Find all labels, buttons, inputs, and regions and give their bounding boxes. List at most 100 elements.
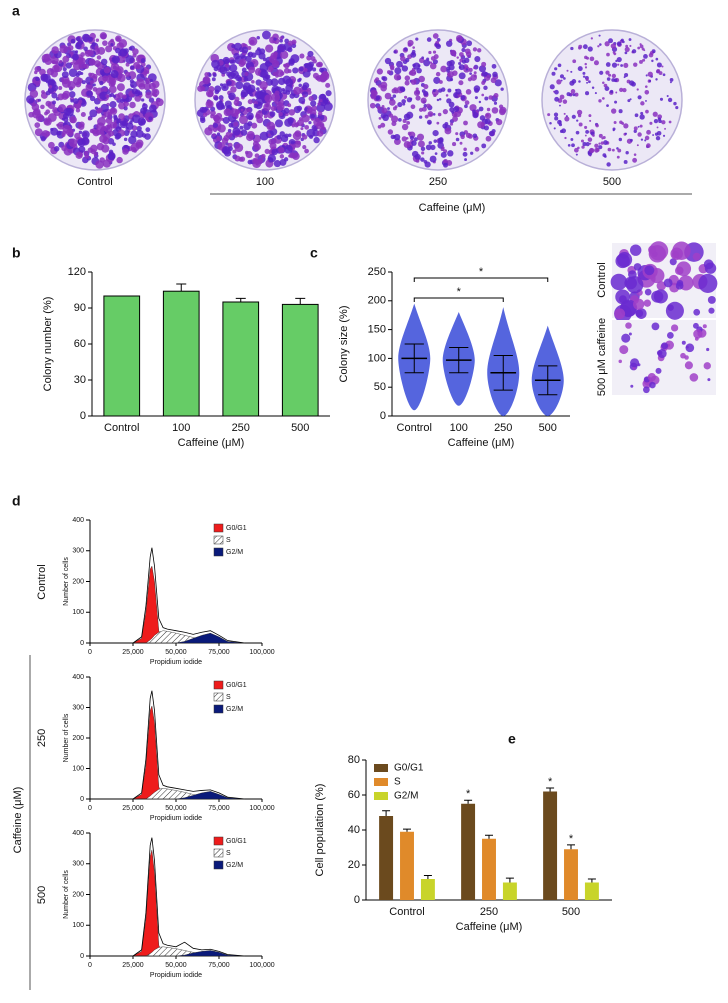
colony — [437, 112, 442, 117]
colony — [94, 106, 99, 110]
colony — [72, 53, 79, 61]
colony — [585, 142, 590, 147]
colony — [102, 159, 112, 168]
group-label: Caffeine (μM) — [12, 787, 24, 854]
colony — [402, 102, 406, 106]
colony — [644, 265, 655, 276]
colony — [491, 107, 499, 114]
colony — [444, 127, 452, 135]
colony — [585, 77, 589, 82]
colony — [598, 34, 601, 37]
colony — [598, 142, 601, 145]
colony — [591, 86, 595, 90]
colony — [250, 52, 257, 58]
colony — [200, 86, 206, 92]
colony — [649, 121, 653, 125]
bar — [543, 791, 558, 900]
colony — [481, 93, 485, 97]
colony — [606, 77, 611, 81]
colony — [280, 134, 289, 143]
panel-label: d — [12, 493, 21, 509]
x-tick-label: 100,000 — [249, 649, 274, 656]
colony — [430, 144, 436, 151]
colony — [258, 52, 266, 60]
colony — [578, 122, 583, 127]
colony — [588, 148, 594, 153]
colony — [498, 108, 506, 116]
colony — [302, 94, 306, 98]
colony — [115, 35, 122, 43]
colony — [589, 56, 595, 62]
colony — [149, 104, 157, 113]
colony — [631, 49, 637, 54]
colony — [554, 116, 559, 121]
phase-area — [132, 705, 245, 800]
colony — [450, 78, 454, 82]
colony — [584, 66, 588, 69]
colony — [243, 76, 249, 82]
colony — [662, 73, 666, 77]
colony — [599, 43, 602, 46]
colony — [410, 104, 416, 110]
colony — [268, 157, 274, 163]
colony — [225, 131, 233, 139]
colony — [276, 102, 285, 111]
colony — [581, 145, 585, 149]
colony — [667, 304, 674, 311]
colony — [107, 152, 116, 160]
colony — [273, 37, 277, 41]
significance-label: * — [569, 833, 574, 845]
colony — [239, 156, 246, 162]
colony — [577, 146, 580, 150]
colony — [149, 78, 153, 83]
colony — [129, 101, 136, 109]
colony — [51, 46, 59, 54]
colony — [382, 114, 389, 122]
legend-swatch — [374, 778, 388, 786]
colony — [269, 111, 276, 117]
row-label: 500 — [36, 886, 48, 904]
colony — [500, 87, 504, 91]
colony — [110, 70, 119, 79]
colony — [648, 79, 652, 83]
colony — [447, 150, 454, 157]
colony — [616, 155, 620, 159]
colony — [629, 80, 635, 86]
colony — [245, 55, 252, 63]
colony — [616, 56, 622, 63]
colony — [75, 36, 81, 42]
colony — [41, 130, 50, 138]
colony — [128, 135, 137, 145]
colony — [258, 157, 264, 163]
colony — [488, 95, 494, 100]
colony — [420, 146, 426, 152]
x-tick-label: 50,000 — [165, 805, 187, 812]
colony — [423, 59, 431, 67]
colony — [603, 140, 608, 145]
x-tick-label: 75,000 — [208, 649, 230, 656]
colony — [58, 85, 63, 90]
colony — [375, 77, 380, 82]
colony — [221, 137, 229, 144]
colony — [609, 89, 614, 94]
colony — [123, 137, 128, 142]
colony — [67, 45, 74, 51]
colony — [392, 94, 397, 98]
colony — [428, 50, 432, 55]
colony — [637, 95, 642, 100]
colony — [129, 79, 134, 84]
x-tick-label: 500 — [291, 422, 309, 434]
colony — [570, 70, 573, 73]
colony — [319, 67, 324, 73]
colony — [455, 137, 460, 142]
colony — [423, 90, 429, 97]
colony — [624, 51, 628, 55]
colony — [266, 121, 276, 131]
colony — [234, 96, 240, 102]
colony — [423, 160, 428, 164]
colony — [654, 132, 659, 136]
colony — [433, 93, 437, 98]
colony — [56, 130, 62, 136]
colony — [287, 47, 293, 53]
colony — [84, 49, 92, 57]
